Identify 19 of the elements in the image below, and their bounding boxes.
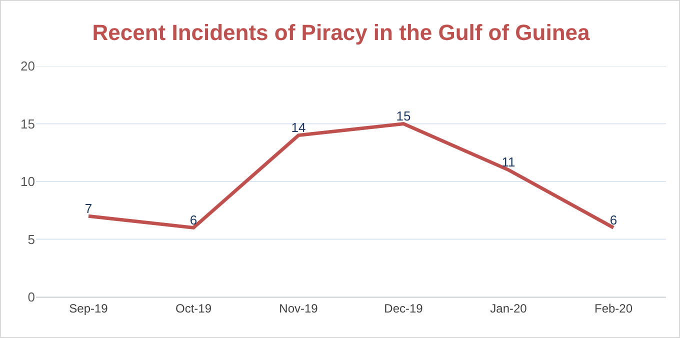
- y-tick-label: 5: [28, 232, 35, 247]
- x-tick-label: Oct-19: [175, 301, 212, 316]
- x-tick-label: Nov-19: [279, 301, 318, 316]
- data-label: 15: [396, 108, 411, 124]
- y-tick-label: 20: [20, 58, 35, 74]
- chart-title: Recent Incidents of Piracy in the Gulf of Guinea: [92, 20, 591, 46]
- data-label: 6: [610, 212, 618, 228]
- data-label: 14: [291, 120, 306, 136]
- data-label: 11: [502, 154, 516, 170]
- data-label: 6: [190, 212, 198, 228]
- x-tick-label: Dec-19: [384, 301, 424, 316]
- line-series: [86, 122, 616, 230]
- y-tick-label: 15: [20, 116, 35, 132]
- x-tick-label: Sep-19: [69, 301, 108, 316]
- y-tick-label: 0: [28, 290, 35, 305]
- x-tick-label: Jan-20: [490, 301, 528, 316]
- x-tick-label: Feb-20: [594, 301, 633, 316]
- data-label: 7: [84, 200, 92, 216]
- y-tick-label: 10: [20, 174, 35, 190]
